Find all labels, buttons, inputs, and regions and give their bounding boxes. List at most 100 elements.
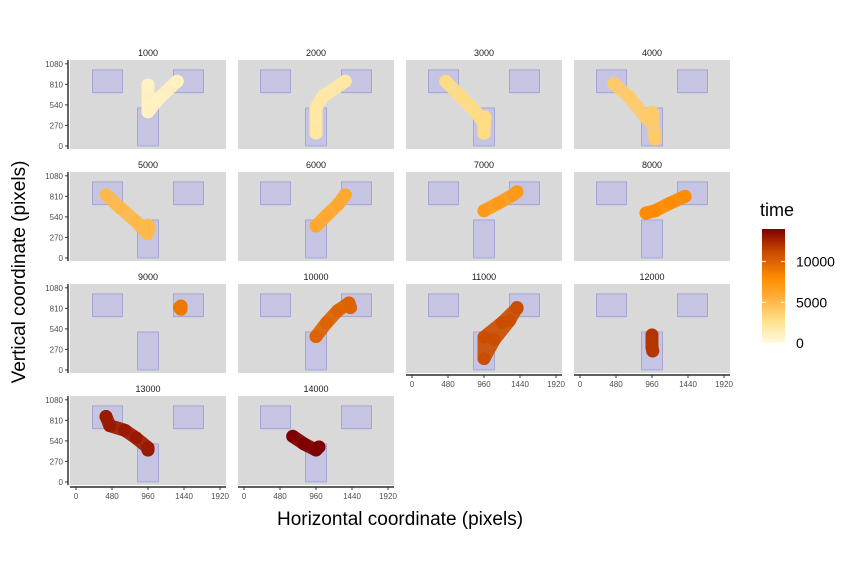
panel-strip-label: 12000 — [639, 272, 664, 282]
gaze-point — [338, 74, 352, 88]
panel-8000: 8000 — [574, 160, 730, 261]
aoi-left — [92, 69, 123, 94]
x-tick-label: 960 — [141, 492, 155, 501]
x-tick-label: 480 — [609, 380, 623, 389]
y-tick-label: 1080 — [45, 60, 63, 69]
gaze-point — [607, 77, 621, 91]
y-tick-label: 270 — [50, 121, 64, 130]
gaze-point — [309, 101, 323, 115]
aoi-left — [596, 293, 627, 318]
gaze-point — [141, 105, 155, 119]
panel-strip-label: 7000 — [474, 160, 494, 170]
x-tick-label: 1920 — [715, 380, 733, 389]
gaze-point — [129, 431, 143, 445]
x-tick-label: 480 — [105, 492, 119, 501]
panel-strip-label: 4000 — [642, 48, 662, 58]
x-tick-label: 1920 — [547, 380, 565, 389]
aoi-left — [260, 69, 291, 94]
panel-1000: 1000 0 270 540 810 1080 — [45, 48, 226, 151]
panel-strip-label: 6000 — [306, 160, 326, 170]
gaze-point — [510, 301, 524, 315]
panel-13000: 13000 0 270 540 810 1080 0 480 960 1440 1920 — [45, 384, 229, 501]
gaze-point — [646, 344, 660, 358]
aoi-left — [428, 181, 459, 206]
y-tick-label: 270 — [50, 457, 64, 466]
panel-strip-label: 10000 — [303, 272, 328, 282]
aoi-right — [677, 293, 708, 318]
gaze-point — [622, 90, 636, 104]
x-tick-label: 0 — [74, 492, 79, 501]
aoi-bottom — [641, 219, 663, 259]
panel-2000: 2000 — [238, 48, 394, 149]
aoi-left — [260, 293, 291, 318]
gaze-point — [477, 330, 491, 344]
panel-strip-label: 13000 — [135, 384, 160, 394]
y-tick-label: 1080 — [45, 172, 63, 181]
panel-strip-label: 9000 — [138, 272, 158, 282]
y-tick-label: 540 — [50, 101, 64, 110]
y-tick-label: 540 — [50, 213, 64, 222]
y-tick-label: 810 — [50, 192, 64, 201]
y-tick-label: 1080 — [45, 396, 63, 405]
panel-9000: 9000 0 270 540 810 1080 — [45, 272, 226, 375]
gaze-point — [118, 423, 132, 437]
y-axis-title: Vertical coordinate (pixels) — [9, 161, 30, 384]
gaze-point — [510, 185, 524, 199]
y-tick-label: 0 — [59, 254, 64, 263]
y-tick-label: 0 — [59, 142, 64, 151]
panel-3000: 3000 — [406, 48, 562, 149]
aoi-right — [677, 69, 708, 94]
y-tick-label: 810 — [50, 304, 64, 313]
panel-7000: 7000 — [406, 160, 562, 261]
gaze-point — [503, 314, 516, 328]
x-tick-label: 1440 — [343, 492, 361, 501]
gaze-point — [129, 214, 143, 228]
gaze-point — [320, 208, 333, 222]
panel-14000: 14000 0 480 960 1440 1920 — [238, 384, 397, 501]
gaze-point — [477, 352, 491, 366]
panel-strip-label: 5000 — [138, 160, 158, 170]
x-tick-label: 0 — [578, 380, 583, 389]
panel-strip-label: 1000 — [138, 48, 158, 58]
x-tick-label: 0 — [410, 380, 415, 389]
gaze-point — [309, 112, 323, 126]
gaze-point — [344, 301, 357, 315]
y-tick-label: 270 — [50, 345, 64, 354]
panel-12000: 12000 0 480 960 1440 1920 — [574, 272, 733, 389]
panel-strip-label: 2000 — [306, 48, 326, 58]
gaze-point — [103, 419, 117, 433]
aoi-right — [341, 405, 372, 430]
gaze-point — [663, 196, 677, 210]
x-tick-label: 480 — [273, 492, 287, 501]
gaze-point — [312, 440, 326, 454]
gaze-point — [331, 198, 345, 212]
aoi-left — [596, 181, 627, 206]
panel-11000: 11000 0 480 960 1440 1920 — [406, 272, 565, 389]
panel-4000: 4000 — [574, 48, 730, 149]
gaze-point — [142, 222, 156, 236]
gaze-point — [309, 126, 323, 140]
aoi-left — [92, 293, 123, 318]
x-tick-label: 0 — [242, 492, 247, 501]
gaze-point — [297, 437, 311, 451]
gaze-point — [678, 189, 692, 203]
legend-label: 0 — [796, 335, 804, 351]
y-tick-label: 540 — [50, 437, 64, 446]
panel-5000: 5000 0 270 540 810 1080 — [45, 160, 226, 263]
legend-title: time — [760, 200, 794, 220]
gaze-point — [114, 202, 128, 216]
legend-label: 5000 — [796, 294, 827, 310]
legend-color-bar — [762, 229, 785, 343]
x-tick-label: 480 — [441, 380, 455, 389]
gaze-point — [170, 74, 184, 88]
gaze-point — [152, 92, 165, 106]
gaze-point — [648, 132, 662, 146]
y-tick-label: 810 — [50, 80, 64, 89]
gaze-point — [338, 188, 352, 202]
gaze-point — [320, 316, 333, 330]
gaze-point — [477, 204, 491, 218]
gaze-point — [477, 126, 491, 140]
x-axis-title: Horizontal coordinate (pixels) — [277, 509, 523, 530]
